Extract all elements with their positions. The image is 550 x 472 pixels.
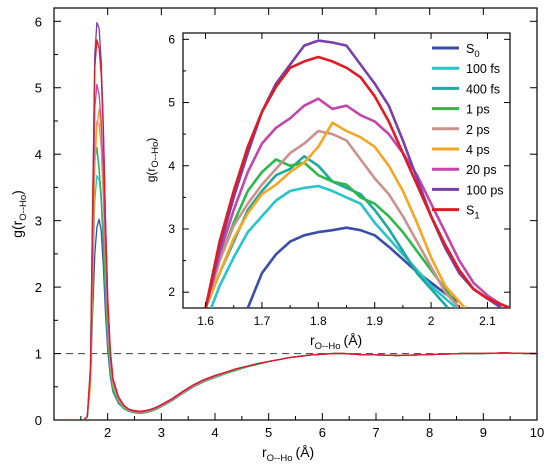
inset-y-axis-label: g(rO--Ho) — [144, 138, 161, 183]
main-y-tick-label-6: 6 — [35, 14, 42, 29]
main-x-tick-label-0: 2 — [104, 425, 111, 440]
legend-label-2: 400 fs — [466, 82, 500, 96]
main-x-tick-label-6: 8 — [426, 425, 433, 440]
inset-x-tick-label-1: 1.7 — [254, 314, 271, 328]
main-y-tick-label-1: 1 — [35, 347, 42, 362]
inset-axis-ticks: 1.6 1.7 1.8 1.9 2 2.1 2 3 4 5 6 — [168, 32, 510, 328]
inset-series-line-1 — [209, 184, 458, 308]
inset-y-tick-label-4: 6 — [168, 32, 175, 46]
legend-label-7: 100 ps — [466, 183, 504, 197]
inset-series-line-5 — [204, 121, 466, 308]
inset-x-tick-label-5: 2.1 — [479, 314, 496, 328]
main-x-tick-label-2: 4 — [211, 425, 218, 440]
inset-x-axis-label: rO--Ho (Å) — [310, 332, 362, 352]
main-x-tick-label-3: 5 — [265, 425, 272, 440]
main-x-tick-label-4: 6 — [319, 425, 326, 440]
main-y-tick-label-3: 3 — [35, 214, 42, 229]
inset-series-line-6 — [204, 97, 503, 308]
legend-label-4: 2 ps — [466, 123, 490, 137]
inset-x-tick-label-4: 2 — [428, 314, 435, 328]
main-y-tick-label-2: 2 — [35, 280, 42, 295]
legend-label-8: S1 — [466, 204, 480, 222]
inset-series-line-3 — [204, 158, 461, 308]
main-x-axis-label: rO--Ho (Å) — [262, 444, 314, 464]
inset-y-tick-label-0: 2 — [168, 285, 175, 299]
inset-series-line-4 — [204, 129, 461, 308]
inset-legend: S0 100 fs 400 fs 1 ps 2 ps 4 ps 20 ps 100 ps S1 — [432, 42, 504, 222]
inset-y-tick-label-1: 3 — [168, 222, 175, 236]
legend-label-1: 100 fs — [466, 62, 500, 76]
legend-label-0: S0 — [466, 42, 480, 60]
main-y-tick-label-4: 4 — [35, 147, 42, 162]
main-axis-ticks: 2 3 4 5 6 7 8 9 10 0 1 2 3 4 5 6 — [35, 8, 544, 440]
inset-series-group — [204, 39, 510, 308]
inset-y-tick-label-3: 5 — [168, 96, 175, 110]
main-series-line-8 — [64, 39, 537, 420]
inset-x-tick-label-0: 1.6 — [197, 314, 214, 328]
inset-x-tick-label-2: 1.8 — [310, 314, 327, 328]
main-x-tick-label-8: 10 — [530, 425, 544, 440]
main-x-tick-label-7: 9 — [480, 425, 487, 440]
main-y-axis-label: g(rO--Ho) — [9, 190, 29, 238]
legend-label-3: 1 ps — [466, 103, 490, 117]
main-series-group — [64, 21, 537, 420]
main-x-tick-label-5: 7 — [372, 425, 379, 440]
main-x-tick-label-1: 3 — [158, 425, 165, 440]
inset-x-tick-label-3: 1.9 — [366, 314, 383, 328]
main-y-tick-label-0: 0 — [35, 413, 42, 428]
inset-series-line-8 — [204, 55, 510, 308]
main-y-tick-label-5: 5 — [35, 81, 42, 96]
legend-label-6: 20 ps — [466, 163, 497, 177]
inset-plot-frame — [182, 32, 511, 309]
legend-label-5: 4 ps — [466, 143, 490, 157]
inset-y-tick-label-2: 4 — [168, 159, 175, 173]
